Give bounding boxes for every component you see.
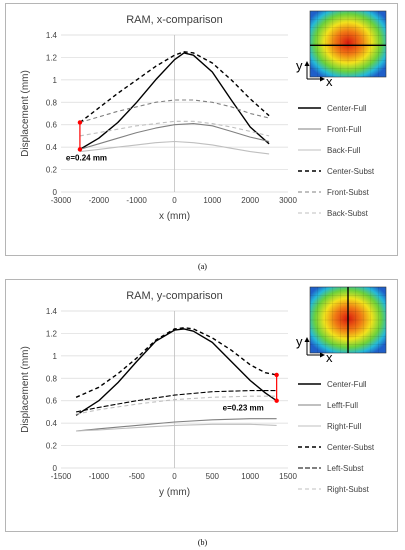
difference-label: e=0.24 mm xyxy=(66,153,107,162)
chart-a-svg: RAM, x-comparison 0 0.2 0.4 0.6 0.8 1 1.2 1.4 -30… xyxy=(20,10,387,222)
inset-y-arrowhead xyxy=(304,337,310,342)
y-axis-label: Displacement (mm) xyxy=(20,70,31,157)
legend-label: Right-Subst xyxy=(327,485,370,494)
y-tick-label: 1.2 xyxy=(46,53,58,62)
series-line-center-full xyxy=(79,52,270,151)
heatmap-inset: yx xyxy=(296,10,387,89)
difference-marker-low xyxy=(274,398,279,403)
x-tick-label: 2000 xyxy=(241,196,259,205)
x-tick-label: 1500 xyxy=(279,472,297,481)
series-line-right-full xyxy=(76,423,277,432)
difference-marker-high xyxy=(274,372,279,378)
y-tick-label: 0.6 xyxy=(46,121,58,130)
y-tick-label: 1.4 xyxy=(46,31,58,40)
x-tick-label: 0 xyxy=(172,472,177,481)
legend-label: Left-Subst xyxy=(327,464,364,473)
legend-label: Center-Full xyxy=(327,104,367,113)
y-tick-label: 0.4 xyxy=(46,143,58,152)
difference-label: e=0.23 mm xyxy=(223,404,264,413)
difference-marker-low xyxy=(77,147,83,152)
caption-a: (a) xyxy=(198,262,207,271)
series-line-center-full xyxy=(75,328,277,416)
y-tick-label: 0 xyxy=(53,464,58,473)
x-tick-label: -1500 xyxy=(51,472,72,481)
caption-b: (b) xyxy=(197,538,208,547)
series-line-lefft-full xyxy=(76,418,277,432)
x-tick-label: -2000 xyxy=(89,196,110,205)
x-axis-label: x (mm) xyxy=(159,211,190,222)
y-tick-label: 0.2 xyxy=(46,442,58,451)
y-tick-label: 0.8 xyxy=(46,374,58,383)
legend-label: Front-Subst xyxy=(327,188,370,197)
legend-label: Back-Subst xyxy=(327,209,369,218)
y-tick-label: 0.2 xyxy=(46,166,58,175)
y-tick-label: 0 xyxy=(53,188,58,197)
series-line-left-subst xyxy=(75,390,277,413)
legend-label: Center-Subst xyxy=(327,443,375,452)
x-tick-label: 1000 xyxy=(241,472,259,481)
x-tick-label: 0 xyxy=(172,196,177,205)
x-tick-label: -500 xyxy=(129,472,146,481)
y-tick-label: 0.8 xyxy=(46,98,58,107)
y-tick-label: 0.6 xyxy=(46,397,58,406)
inset-y-label: y xyxy=(296,334,303,349)
inset-y-arrowhead xyxy=(304,61,310,66)
y-axis-label: Displacement (mm) xyxy=(20,346,31,433)
heatmap-field xyxy=(309,10,387,78)
chart-panel-b: RAM, y-comparison 0 0.2 0.4 0.6 0.8 1 1.2 1.4 -15… xyxy=(5,279,398,532)
inset-x-label: x xyxy=(326,74,333,89)
x-tick-label: -3000 xyxy=(51,196,72,205)
series-line-center-subst xyxy=(75,327,277,398)
x-tick-label: 3000 xyxy=(279,196,297,205)
chart-title: RAM, y-comparison xyxy=(126,290,223,302)
series-line-back-full xyxy=(79,140,270,155)
series-line-front-full xyxy=(79,123,270,150)
chart-title: RAM, x-comparison xyxy=(126,14,223,26)
inset-x-arrowhead xyxy=(320,352,325,358)
legend-label: Right-Full xyxy=(327,422,361,431)
series-line-center-subst xyxy=(79,51,270,124)
chart-panel-a: RAM, x-comparison 0 0.2 0.4 0.6 0.8 1 1.2 1.4 -30… xyxy=(5,3,398,256)
inset-y-label: y xyxy=(296,58,303,73)
x-tick-label: -1000 xyxy=(126,196,147,205)
x-tick-label: 1000 xyxy=(203,196,221,205)
x-axis-label: y (mm) xyxy=(159,487,190,498)
y-tick-label: 0.4 xyxy=(46,419,58,428)
series-line-right-subst xyxy=(75,395,277,415)
x-tick-label: -1000 xyxy=(89,472,110,481)
inset-x-arrowhead xyxy=(320,76,325,82)
y-tick-label: 1.4 xyxy=(46,307,58,316)
inset-x-label: x xyxy=(326,350,333,365)
legend-label: Center-Subst xyxy=(327,167,375,176)
legend-label: Back-Full xyxy=(327,146,361,155)
series-line-front-subst xyxy=(79,99,270,124)
y-tick-label: 1.2 xyxy=(46,329,58,338)
heatmap-inset: yx xyxy=(296,286,387,365)
y-tick-label: 1 xyxy=(53,76,58,85)
legend-label: Front-Full xyxy=(327,125,361,134)
legend-label: Lefft-Full xyxy=(327,401,358,410)
x-tick-label: 500 xyxy=(206,472,220,481)
y-tick-label: 1 xyxy=(53,352,58,361)
legend-label: Center-Full xyxy=(327,380,367,389)
chart-b-svg: RAM, y-comparison 0 0.2 0.4 0.6 0.8 1 1.2 1.4 -15… xyxy=(20,286,387,498)
difference-marker-high xyxy=(77,120,83,125)
